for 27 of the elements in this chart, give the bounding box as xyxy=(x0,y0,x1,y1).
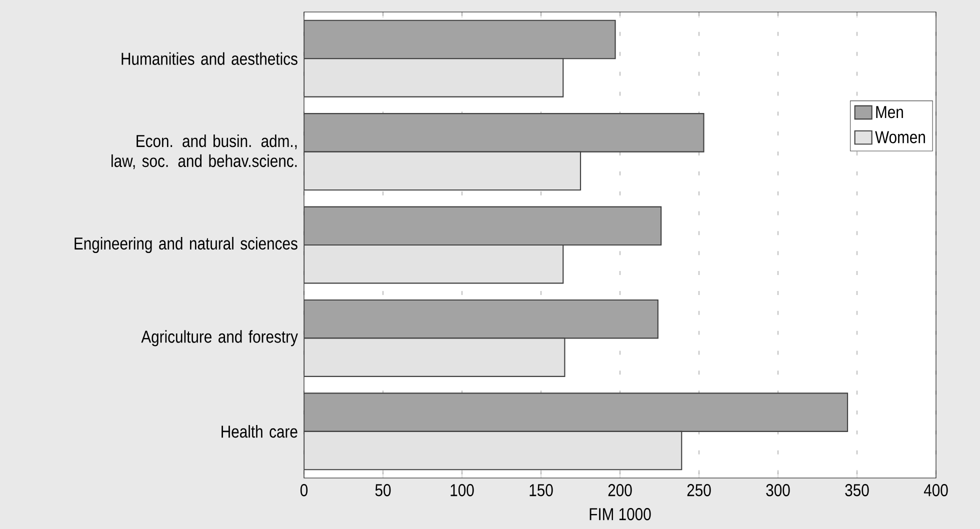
y-tick-label: Econ. and busin. adm., law, soc. and behav.scienc. xyxy=(112,134,297,170)
x-tick-label: 200 xyxy=(608,484,632,496)
bar xyxy=(304,20,616,60)
x-tick-label: 300 xyxy=(766,484,790,496)
x-tick-label: 50 xyxy=(375,484,391,496)
legend-label: Women xyxy=(875,131,925,144)
bar xyxy=(304,206,662,246)
y-tick-label: Agriculture and forestry xyxy=(141,330,298,346)
x-tick-label: 250 xyxy=(687,484,711,496)
legend-label: Men xyxy=(876,106,903,118)
bar xyxy=(304,299,658,339)
y-tick-label: Humanities and aesthetics xyxy=(122,52,298,65)
x-tick-label: 400 xyxy=(924,484,948,496)
bar xyxy=(304,58,564,98)
x-tick-label: 150 xyxy=(530,484,553,496)
bar xyxy=(304,392,848,432)
bar xyxy=(304,244,564,284)
x-tick-label: 350 xyxy=(845,484,869,496)
bar xyxy=(304,151,582,191)
bar xyxy=(304,113,704,152)
bar xyxy=(304,338,566,377)
x-axis-title: FIM 1000 xyxy=(590,508,651,520)
x-tick-label: 0 xyxy=(300,484,308,496)
y-tick-label: Engineering and natural sciences xyxy=(74,236,298,254)
y-tick-label: Health care xyxy=(222,425,298,438)
bar xyxy=(304,430,682,470)
x-tick-label: 100 xyxy=(450,484,474,496)
